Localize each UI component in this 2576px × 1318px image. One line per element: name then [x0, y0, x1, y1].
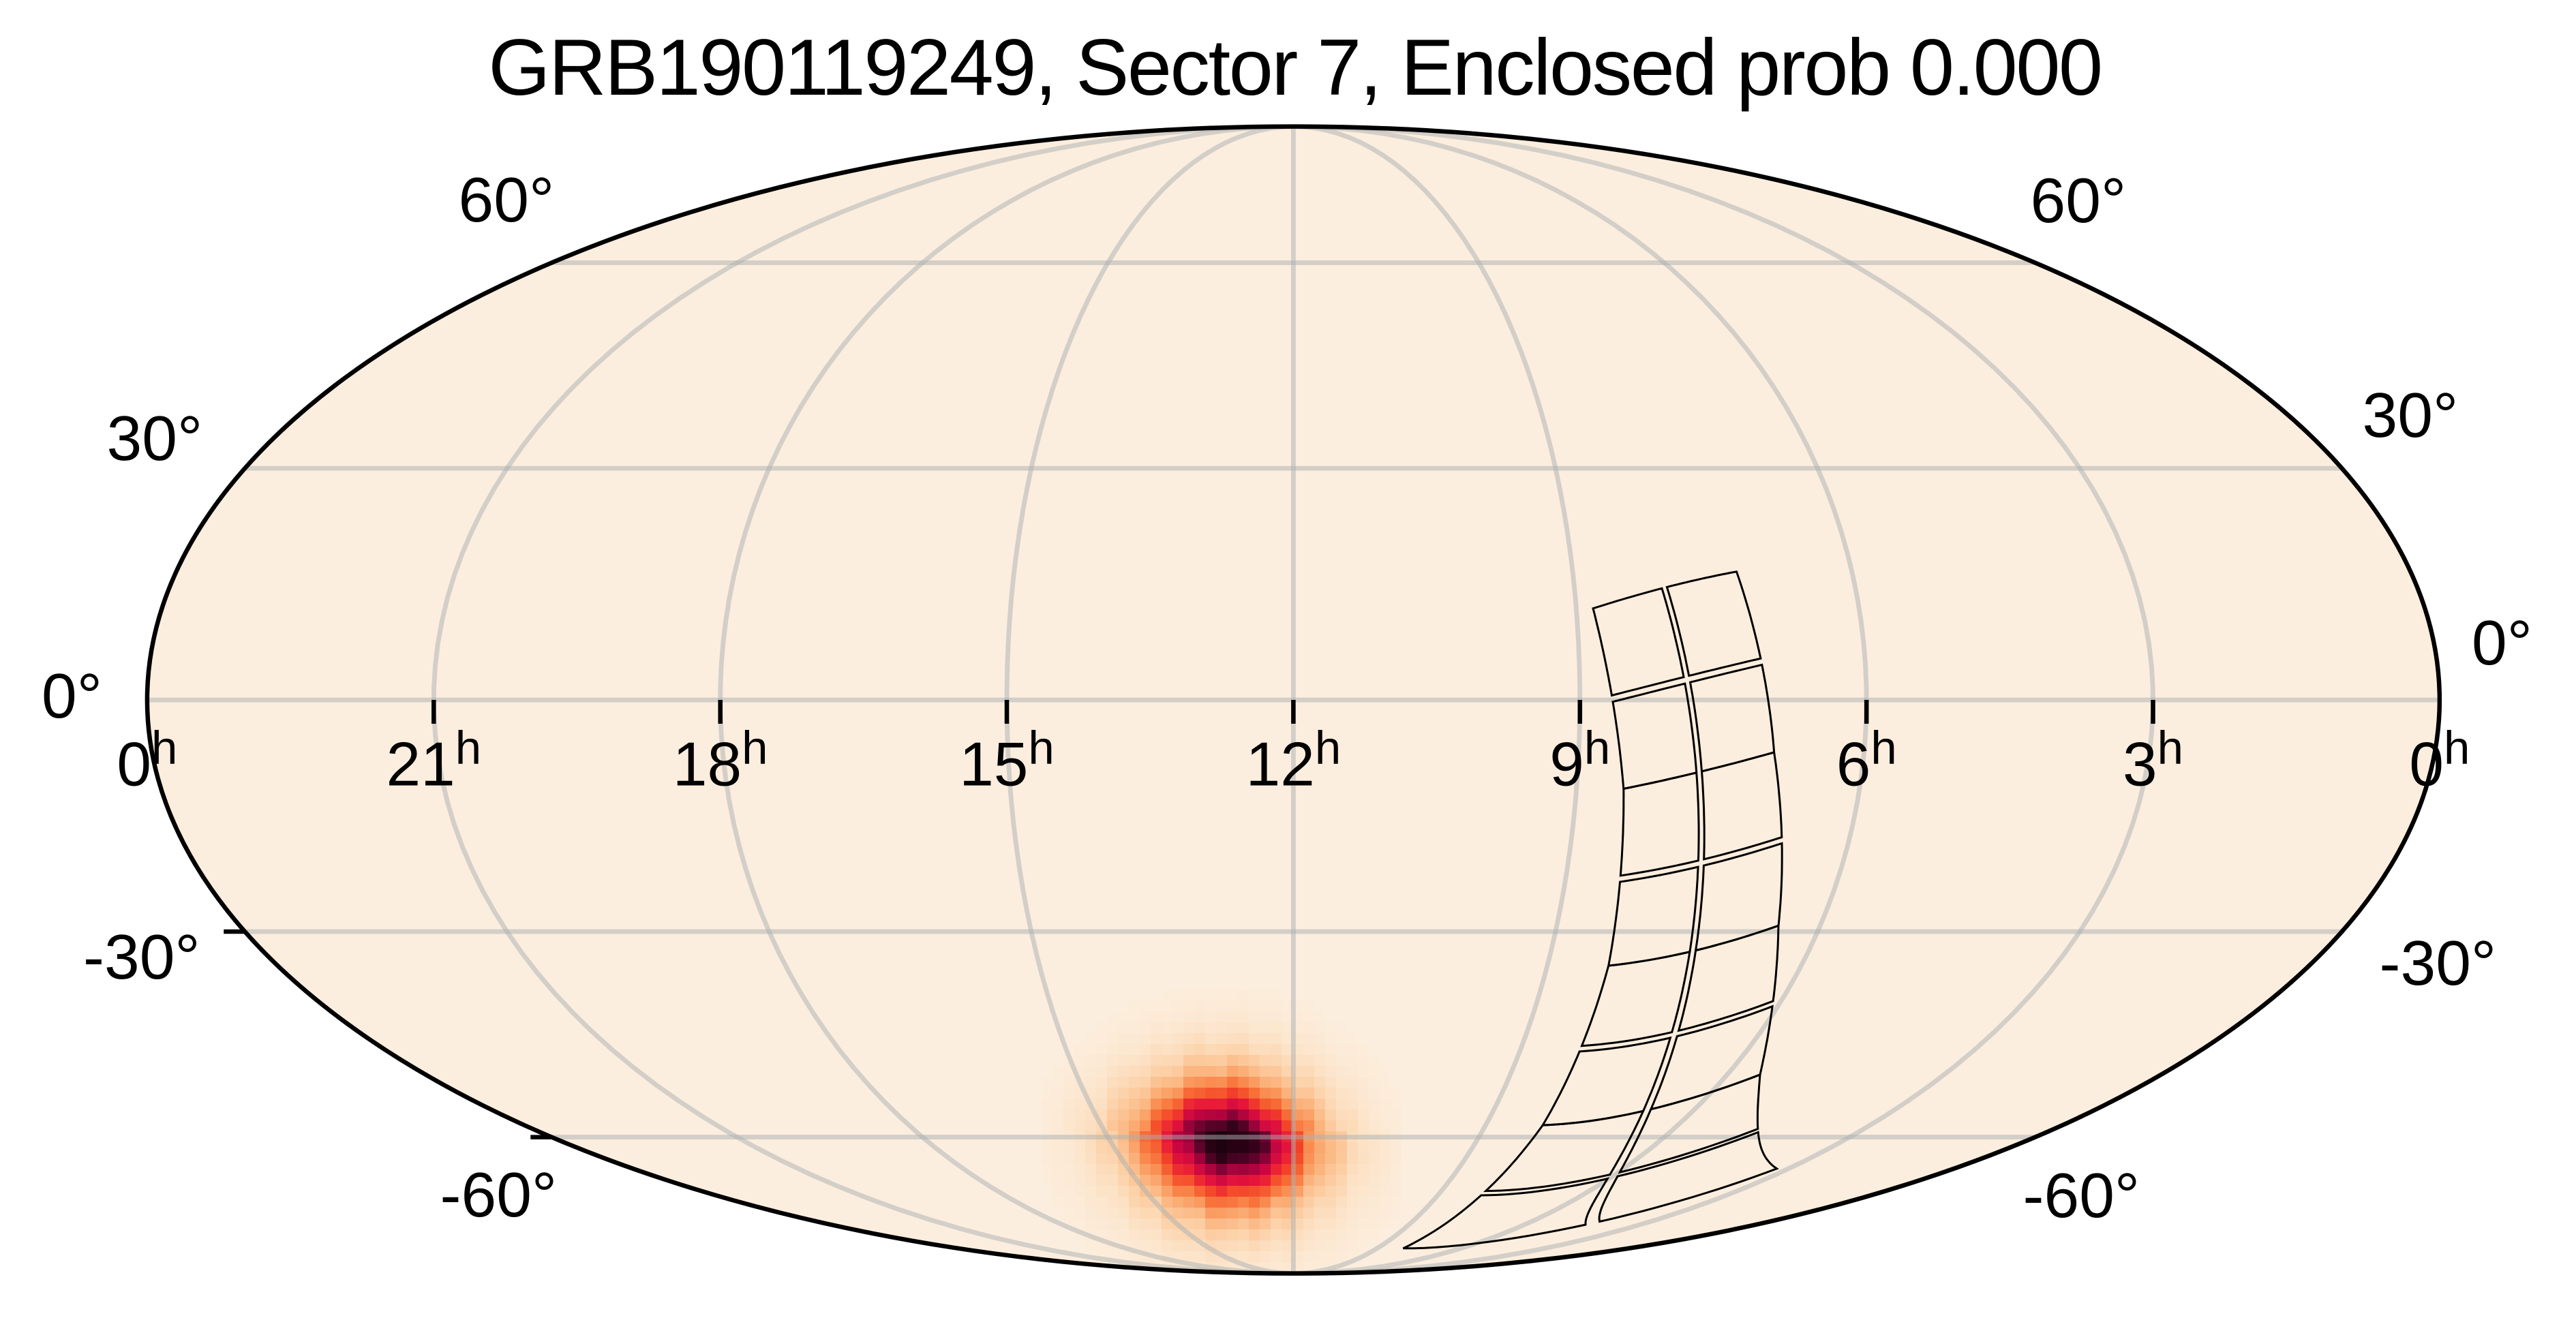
svg-text:6h: 6h — [1836, 722, 1897, 799]
svg-text:9h: 9h — [1549, 722, 1610, 799]
svg-text:0°: 0° — [2472, 607, 2532, 678]
svg-text:-30°: -30° — [2380, 928, 2497, 998]
svg-text:0°: 0° — [42, 660, 102, 731]
svg-text:60°: 60° — [459, 164, 555, 235]
svg-text:GRB190119249, Sector 7, Enclos: GRB190119249, Sector 7, Enclosed prob 0.… — [488, 22, 2101, 112]
svg-text:-60°: -60° — [2023, 1160, 2140, 1231]
svg-text:-60°: -60° — [440, 1159, 558, 1230]
svg-text:60°: 60° — [2031, 165, 2127, 236]
svg-text:30°: 30° — [2363, 380, 2459, 450]
svg-text:-30°: -30° — [83, 921, 200, 992]
svg-text:30°: 30° — [107, 403, 203, 474]
